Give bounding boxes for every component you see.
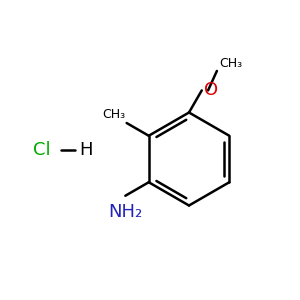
Text: NH₂: NH₂	[108, 203, 142, 221]
Text: H: H	[80, 141, 93, 159]
Text: Cl: Cl	[33, 141, 51, 159]
Text: CH₃: CH₃	[102, 109, 125, 122]
Text: CH₃: CH₃	[219, 57, 242, 70]
Text: O: O	[204, 81, 218, 99]
